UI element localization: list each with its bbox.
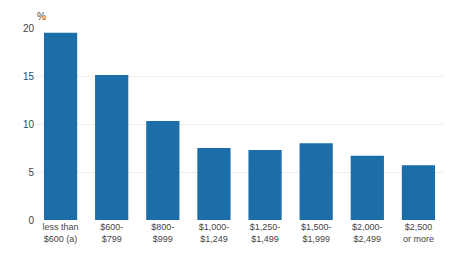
svg-text:10: 10 — [23, 119, 35, 130]
svg-text:$1,500-$1,999: $1,500-$1,999 — [301, 222, 332, 244]
svg-text:5: 5 — [28, 167, 34, 178]
svg-text:$2,000-$2,499: $2,000-$2,499 — [352, 222, 383, 244]
svg-text:$1,000-$1,249: $1,000-$1,249 — [199, 222, 230, 244]
svg-text:$2,500or more: $2,500or more — [403, 222, 434, 244]
svg-text:0: 0 — [28, 215, 34, 226]
svg-text:less than$600 (a): less than$600 (a) — [43, 222, 79, 244]
svg-text:15: 15 — [23, 71, 35, 82]
svg-text:$1,250-$1,499: $1,250-$1,499 — [250, 222, 281, 244]
svg-text:$600-$799: $600-$799 — [100, 222, 123, 244]
svg-text:$800-$999: $800-$999 — [151, 222, 174, 244]
svg-text:20: 20 — [23, 23, 35, 34]
svg-text:%: % — [37, 11, 46, 22]
